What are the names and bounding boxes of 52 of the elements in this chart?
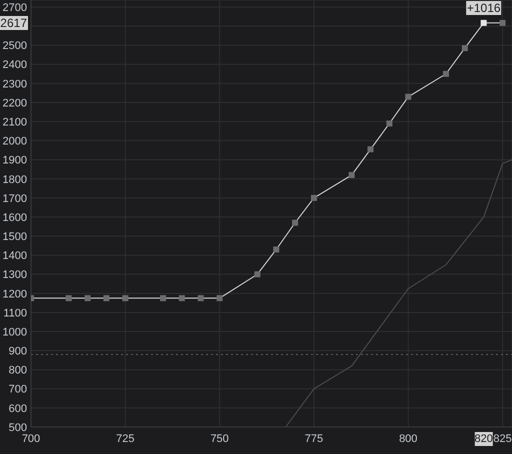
point [216, 295, 223, 302]
x-tick-label: 800 [399, 432, 418, 445]
point [310, 194, 317, 201]
point [480, 20, 487, 26]
point [122, 295, 128, 302]
point [405, 94, 412, 100]
y-tick-label: 1900 [2, 154, 27, 167]
y-tick-label: 700 [8, 384, 27, 396]
y-tick-label: 1600 [2, 212, 27, 224]
annotation: 2617 [0, 16, 28, 30]
y-tick-label: 1200 [2, 288, 27, 300]
y-tick-label: 600 [8, 402, 27, 415]
point [103, 295, 110, 302]
y-tick-label: 900 [8, 346, 27, 358]
point [160, 295, 166, 302]
y-tick-label: 1000 [2, 326, 27, 338]
x-tick-label: 700 [22, 432, 40, 445]
point [84, 295, 91, 302]
point [348, 172, 355, 178]
y-tick-label: 1400 [2, 250, 27, 262]
line-series [285, 159, 512, 427]
y-tick-label: 500 [8, 422, 27, 434]
point [273, 246, 280, 252]
point [254, 271, 260, 278]
y-tick-label: 2200 [2, 97, 27, 110]
y-tick-label: 1800 [2, 174, 27, 186]
text: 820 [474, 432, 493, 446]
y-tick-label: 1700 [2, 192, 27, 205]
y-tick-label: 1100 [3, 307, 27, 320]
y-tick-label: 2100 [2, 116, 27, 128]
y-tick-label: 2500 [2, 40, 27, 52]
point [462, 45, 468, 52]
point [442, 70, 449, 77]
point [386, 120, 392, 126]
y-tick-label: 2700 [2, 2, 27, 14]
point [198, 295, 204, 302]
point [178, 295, 185, 302]
point [500, 20, 506, 26]
x-tick-label: 825 [493, 432, 512, 445]
y-tick-label: 2400 [2, 59, 27, 72]
point [292, 220, 298, 226]
point [66, 295, 72, 302]
y-tick-label: 800 [8, 364, 27, 377]
y-tick-label: 1500 [2, 231, 27, 244]
x-tick-label: 725 [116, 432, 134, 445]
y-tick-label: 1300 [2, 269, 27, 282]
point [368, 146, 374, 152]
y-tick-label: 2300 [2, 78, 27, 90]
y-tick-label: 2000 [2, 136, 27, 148]
x-tick-label: 750 [210, 432, 229, 445]
annotation: +1016 [466, 0, 502, 15]
x-tick-label: 775 [304, 432, 324, 445]
